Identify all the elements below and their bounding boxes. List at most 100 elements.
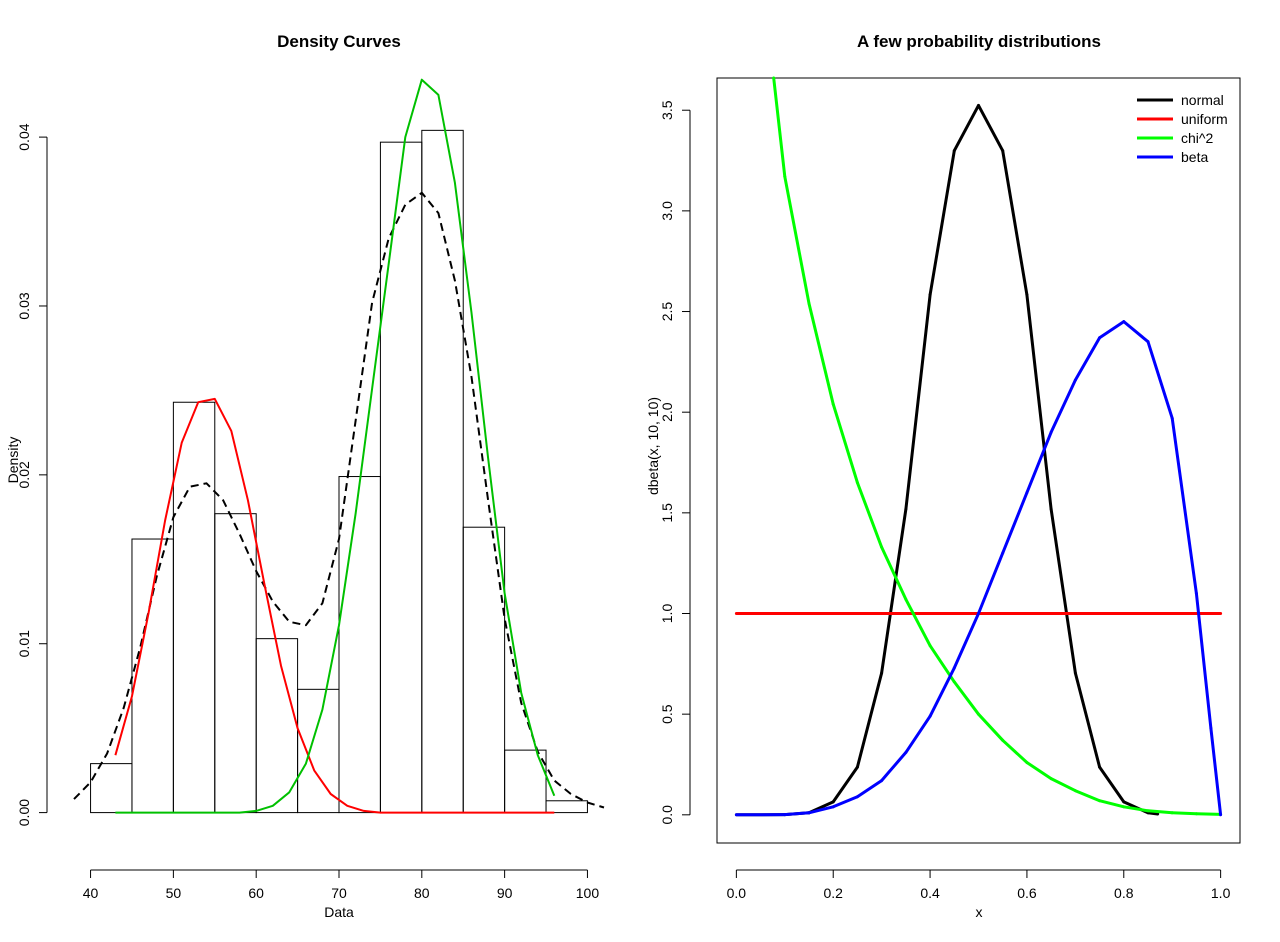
series-segment bbox=[1049, 777, 1077, 793]
series-segment bbox=[1049, 507, 1077, 675]
series-segment bbox=[1001, 738, 1029, 764]
right-chart-title: A few probability distributions bbox=[857, 32, 1101, 51]
x-tick-label: 80 bbox=[414, 885, 430, 901]
y-tick-label: 0.02 bbox=[16, 461, 32, 488]
density-curves-panel: Density Curves Data Density 40 50 60 70 80 90… bbox=[5, 32, 605, 920]
legend-label: normal bbox=[1181, 92, 1224, 108]
histogram-bar bbox=[172, 401, 216, 814]
series-chi2-line bbox=[772, 76, 1223, 816]
series-segment bbox=[880, 545, 908, 601]
x-tick-label: 90 bbox=[497, 885, 513, 901]
x-tick-label: 0.8 bbox=[1114, 885, 1134, 901]
x-tick-label: 1.0 bbox=[1211, 885, 1231, 901]
series-segment bbox=[977, 103, 1005, 153]
series-segment bbox=[855, 779, 884, 799]
y-tick-label: 3.0 bbox=[659, 201, 675, 221]
x-tick-label: 0.4 bbox=[920, 885, 940, 901]
legend-label: chi^2 bbox=[1181, 130, 1213, 146]
series-segment bbox=[831, 402, 859, 485]
series-segment bbox=[880, 507, 908, 675]
series-segment bbox=[1001, 149, 1029, 297]
series-segment bbox=[772, 76, 787, 179]
series-beta-line bbox=[734, 320, 1223, 817]
series-segment bbox=[1001, 491, 1029, 555]
legend: normal uniform chi^2 beta bbox=[1137, 92, 1228, 165]
left-y-axis-label: Density bbox=[5, 437, 21, 484]
series-segment bbox=[928, 666, 956, 718]
y-tick-label: 0.04 bbox=[16, 123, 32, 150]
y-tick-label: 1.5 bbox=[659, 503, 675, 523]
series-segment bbox=[904, 714, 932, 754]
series-segment bbox=[807, 805, 835, 815]
series-segment bbox=[1025, 761, 1053, 781]
histogram-bar bbox=[214, 513, 257, 814]
series-segment bbox=[928, 149, 956, 297]
right-plot-area: 0.0 0.2 0.4 0.6 0.8 1.0 0.0 0.5 1.0 1.5 2.0 2.5 3.0 3… bbox=[659, 76, 1241, 901]
left-x-axis-label: Data bbox=[324, 904, 354, 920]
series-segment bbox=[1146, 811, 1160, 816]
series-segment bbox=[977, 551, 1005, 615]
series-segment bbox=[904, 293, 932, 511]
series-segment bbox=[1194, 591, 1213, 730]
x-tick-label: 100 bbox=[576, 885, 600, 901]
y-tick-label: 0.01 bbox=[16, 630, 32, 657]
x-tick-label: 0.2 bbox=[823, 885, 843, 901]
legend-label: uniform bbox=[1181, 111, 1228, 127]
series-segment bbox=[952, 103, 980, 153]
series-segment bbox=[1025, 430, 1053, 495]
left-plot-area: 40 50 60 70 80 90 100 0.00 0.01 0.02 0.03 0.04 bbox=[16, 78, 605, 901]
series-segment bbox=[783, 811, 811, 817]
x-tick-label: 60 bbox=[248, 885, 264, 901]
series-segment bbox=[952, 680, 980, 716]
histogram-bar bbox=[90, 763, 133, 814]
y-tick-label: 1.0 bbox=[659, 604, 675, 624]
series-normal-line bbox=[734, 103, 1160, 817]
y-tick-label: 2.0 bbox=[659, 402, 675, 422]
series-segment bbox=[1209, 726, 1223, 817]
series-segment bbox=[1098, 799, 1126, 809]
histogram-bar bbox=[545, 800, 588, 814]
series-segment bbox=[1146, 809, 1174, 815]
x-tick-label: 50 bbox=[166, 885, 182, 901]
series-segment bbox=[831, 795, 859, 809]
y-tick-label: 0.00 bbox=[16, 799, 32, 826]
x-tick-label: 0.0 bbox=[727, 885, 747, 901]
series-segment bbox=[807, 302, 835, 406]
histogram-bar bbox=[297, 688, 340, 814]
series-segment bbox=[1073, 671, 1102, 769]
density-curve-2 bbox=[114, 397, 555, 814]
y-tick-label: 0.5 bbox=[659, 704, 675, 724]
series-segment bbox=[855, 481, 884, 549]
series-segment bbox=[1073, 336, 1102, 382]
series-segment bbox=[880, 750, 908, 783]
series-segment bbox=[1098, 320, 1126, 340]
right-y-axis-label: dbeta(x, 10, 10) bbox=[645, 397, 661, 495]
series-segment bbox=[904, 597, 932, 648]
series-segment bbox=[1025, 293, 1053, 511]
x-tick-label: 40 bbox=[83, 885, 99, 901]
histogram-bar bbox=[131, 538, 174, 814]
y-tick-label: 3.5 bbox=[659, 100, 675, 120]
series-segment bbox=[952, 612, 980, 670]
left-chart-title: Density Curves bbox=[277, 32, 401, 51]
histogram-bar bbox=[255, 638, 299, 814]
series-segment bbox=[783, 175, 811, 305]
series-segment bbox=[1049, 378, 1077, 434]
density-curve-1 bbox=[73, 191, 605, 809]
right-x-axis-label: x bbox=[976, 904, 983, 920]
x-tick-label: 0.6 bbox=[1017, 885, 1037, 901]
y-tick-label: 0.03 bbox=[16, 292, 32, 319]
distributions-panel: A few probability distributions x dbeta(… bbox=[645, 32, 1241, 920]
series-segment bbox=[1073, 789, 1102, 803]
series-segment bbox=[1170, 416, 1198, 595]
histogram-bar bbox=[338, 476, 381, 814]
series-segment bbox=[1194, 812, 1223, 816]
legend-label: beta bbox=[1181, 149, 1208, 165]
plot-frame bbox=[716, 77, 1241, 844]
series-segment bbox=[855, 671, 884, 769]
density-curve-3 bbox=[115, 78, 556, 814]
series-segment bbox=[1098, 765, 1126, 804]
series-segment bbox=[1170, 811, 1198, 816]
histogram-bar bbox=[421, 129, 464, 814]
